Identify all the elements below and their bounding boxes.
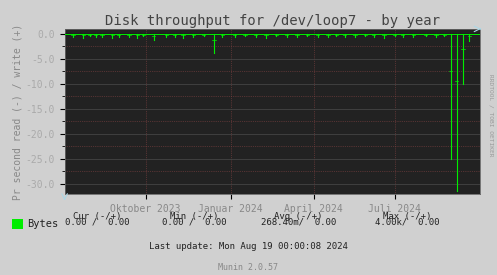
Text: 268.40m/  0.00: 268.40m/ 0.00 <box>260 217 336 226</box>
Text: Last update: Mon Aug 19 00:00:08 2024: Last update: Mon Aug 19 00:00:08 2024 <box>149 242 348 251</box>
Text: Avg (-/+): Avg (-/+) <box>274 212 323 221</box>
Text: Munin 2.0.57: Munin 2.0.57 <box>219 263 278 272</box>
Y-axis label: Pr second read (-) / write (+): Pr second read (-) / write (+) <box>13 23 23 199</box>
Text: 0.00 /  0.00: 0.00 / 0.00 <box>162 217 226 226</box>
Text: Bytes: Bytes <box>27 219 59 229</box>
Text: 4.00k/  0.00: 4.00k/ 0.00 <box>375 217 440 226</box>
Text: Cur (-/+): Cur (-/+) <box>73 212 121 221</box>
Text: Min (-/+): Min (-/+) <box>169 212 218 221</box>
Text: Max (-/+): Max (-/+) <box>383 212 432 221</box>
Text: RRDTOOL / TOBI OETIKER: RRDTOOL / TOBI OETIKER <box>489 74 494 157</box>
Text: 0.00 /  0.00: 0.00 / 0.00 <box>65 217 129 226</box>
Title: Disk throughput for /dev/loop7 - by year: Disk throughput for /dev/loop7 - by year <box>104 14 440 28</box>
